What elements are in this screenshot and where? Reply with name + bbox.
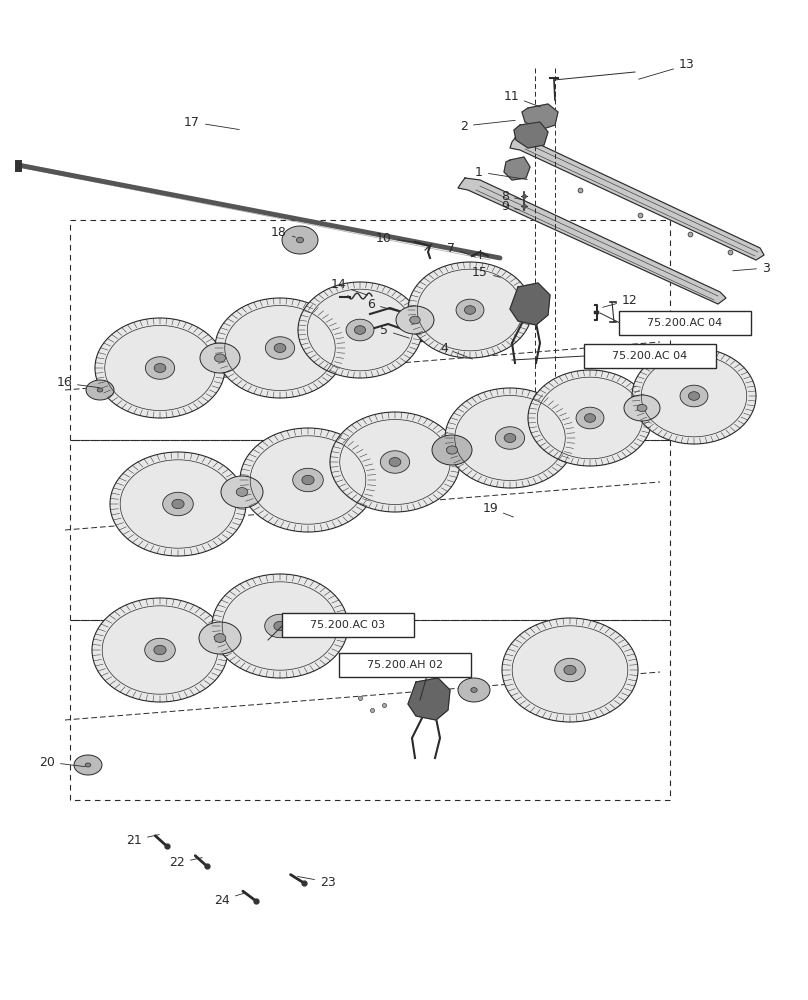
- Ellipse shape: [458, 678, 490, 702]
- Text: 14: 14: [330, 278, 368, 295]
- Ellipse shape: [162, 492, 193, 516]
- Ellipse shape: [297, 237, 304, 243]
- Ellipse shape: [95, 318, 225, 418]
- Ellipse shape: [85, 763, 90, 767]
- FancyBboxPatch shape: [584, 344, 716, 368]
- Ellipse shape: [274, 621, 286, 631]
- Ellipse shape: [624, 395, 660, 421]
- Text: 1: 1: [475, 165, 528, 180]
- Ellipse shape: [145, 638, 175, 662]
- Polygon shape: [510, 138, 764, 260]
- Ellipse shape: [265, 337, 295, 359]
- Ellipse shape: [86, 380, 114, 400]
- Text: 75.200.AH 02: 75.200.AH 02: [367, 660, 443, 670]
- Ellipse shape: [432, 435, 472, 465]
- Ellipse shape: [688, 392, 700, 400]
- Ellipse shape: [74, 755, 102, 775]
- Ellipse shape: [145, 357, 175, 379]
- Ellipse shape: [456, 299, 484, 321]
- Ellipse shape: [154, 645, 166, 655]
- Text: 8: 8: [501, 190, 521, 202]
- Text: 16: 16: [57, 376, 99, 389]
- Text: 75.200.AC 03: 75.200.AC 03: [310, 620, 385, 630]
- Text: 10: 10: [377, 232, 419, 244]
- FancyBboxPatch shape: [339, 653, 471, 677]
- Ellipse shape: [302, 475, 314, 485]
- Text: 9: 9: [501, 200, 520, 214]
- Ellipse shape: [240, 428, 376, 532]
- Text: 6: 6: [367, 298, 398, 311]
- Ellipse shape: [410, 316, 420, 324]
- Ellipse shape: [212, 574, 348, 678]
- Ellipse shape: [215, 298, 345, 398]
- Text: 11: 11: [503, 90, 541, 107]
- Ellipse shape: [447, 446, 457, 454]
- Ellipse shape: [298, 282, 422, 378]
- Ellipse shape: [292, 468, 323, 492]
- Text: 19: 19: [482, 502, 513, 517]
- Ellipse shape: [576, 407, 604, 429]
- Ellipse shape: [282, 226, 318, 254]
- Ellipse shape: [199, 622, 241, 654]
- Ellipse shape: [110, 452, 246, 556]
- Ellipse shape: [389, 458, 401, 466]
- Ellipse shape: [154, 363, 166, 372]
- Text: 23: 23: [297, 876, 336, 888]
- Text: 18: 18: [271, 226, 296, 238]
- Ellipse shape: [355, 326, 365, 334]
- Ellipse shape: [214, 354, 225, 362]
- Ellipse shape: [97, 388, 103, 392]
- Ellipse shape: [502, 618, 638, 722]
- Ellipse shape: [236, 488, 248, 496]
- Text: 5: 5: [380, 324, 410, 338]
- Ellipse shape: [632, 348, 756, 444]
- Text: 75.200.AC 04: 75.200.AC 04: [612, 351, 688, 361]
- Ellipse shape: [528, 370, 652, 466]
- Text: 2: 2: [460, 119, 516, 132]
- Ellipse shape: [445, 388, 575, 488]
- Ellipse shape: [265, 614, 295, 638]
- Text: 21: 21: [126, 834, 159, 846]
- Text: 4: 4: [440, 342, 473, 359]
- Ellipse shape: [680, 385, 708, 407]
- Ellipse shape: [504, 434, 516, 442]
- Ellipse shape: [346, 319, 374, 341]
- Ellipse shape: [564, 665, 576, 675]
- Ellipse shape: [381, 451, 410, 473]
- Ellipse shape: [221, 476, 263, 508]
- Ellipse shape: [637, 404, 647, 412]
- FancyBboxPatch shape: [282, 613, 414, 637]
- Ellipse shape: [408, 262, 532, 358]
- Ellipse shape: [396, 306, 434, 334]
- Text: 3: 3: [733, 261, 770, 274]
- Polygon shape: [504, 157, 530, 180]
- Ellipse shape: [330, 412, 460, 512]
- Ellipse shape: [465, 306, 476, 314]
- FancyBboxPatch shape: [619, 311, 751, 335]
- Ellipse shape: [92, 598, 228, 702]
- Ellipse shape: [172, 499, 184, 509]
- Text: 20: 20: [39, 756, 85, 768]
- Text: 24: 24: [214, 893, 246, 906]
- Text: 12: 12: [603, 294, 638, 307]
- Text: 22: 22: [169, 856, 202, 869]
- Text: 7: 7: [447, 241, 475, 257]
- Polygon shape: [458, 178, 726, 304]
- Ellipse shape: [214, 634, 225, 642]
- Text: 75.200.AC 04: 75.200.AC 04: [647, 318, 722, 328]
- Polygon shape: [522, 104, 558, 130]
- Ellipse shape: [274, 344, 286, 353]
- Text: 15: 15: [472, 265, 500, 278]
- Ellipse shape: [200, 343, 240, 373]
- Text: 13: 13: [638, 58, 695, 79]
- Ellipse shape: [555, 658, 585, 682]
- Polygon shape: [514, 122, 548, 148]
- Ellipse shape: [471, 688, 478, 692]
- Polygon shape: [408, 678, 450, 720]
- Ellipse shape: [495, 427, 524, 449]
- Polygon shape: [510, 283, 550, 325]
- Text: 17: 17: [184, 115, 239, 130]
- Ellipse shape: [584, 414, 595, 422]
